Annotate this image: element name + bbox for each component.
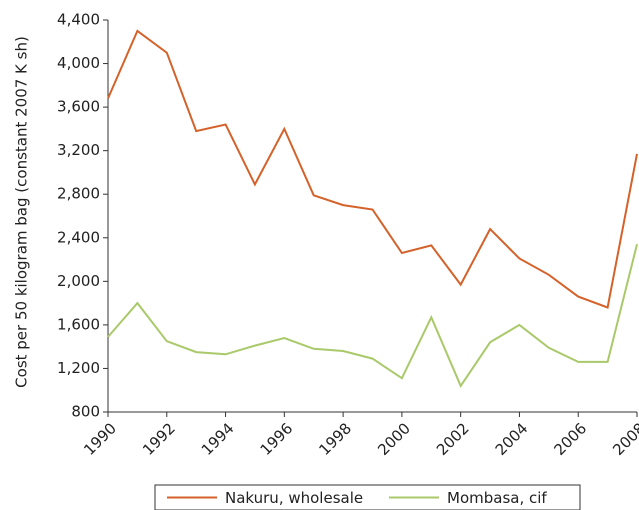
y-tick-label: 3,600 bbox=[57, 98, 100, 116]
y-axis-label: Cost per 50 kilogram bag (constant 2007 … bbox=[13, 36, 31, 388]
x-tick-label: 1992 bbox=[139, 419, 179, 459]
x-tick-label: 1994 bbox=[198, 419, 238, 459]
y-tick-label: 1,200 bbox=[57, 359, 100, 377]
y-tick-label: 4,000 bbox=[57, 54, 100, 72]
legend-label: Nakuru, wholesale bbox=[225, 489, 363, 507]
y-tick-label: 2,400 bbox=[57, 228, 100, 246]
x-tick-label: 1990 bbox=[80, 419, 120, 459]
y-tick-label: 2,800 bbox=[57, 185, 100, 203]
y-tick-label: 800 bbox=[71, 403, 100, 421]
x-tick-label: 2002 bbox=[433, 419, 473, 459]
x-tick-label: 2008 bbox=[609, 419, 639, 459]
y-tick-label: 2,000 bbox=[57, 272, 100, 290]
line-series bbox=[107, 29, 638, 309]
legend: Nakuru, wholesale Mombasa, cif bbox=[154, 484, 581, 510]
line-series bbox=[107, 244, 638, 388]
y-tick-label: 3,200 bbox=[57, 141, 100, 159]
x-tick-label: 2004 bbox=[492, 419, 532, 459]
x-tick-label: 1998 bbox=[315, 419, 355, 459]
x-tick-label: 2000 bbox=[374, 419, 414, 459]
y-tick-label: 4,400 bbox=[57, 11, 100, 29]
y-tick-label: 1,600 bbox=[57, 315, 100, 333]
legend-label: Mombasa, cif bbox=[447, 489, 547, 507]
x-tick-label: 1996 bbox=[257, 419, 297, 459]
x-tick-label: 2006 bbox=[551, 419, 591, 459]
legend-box bbox=[154, 484, 581, 510]
